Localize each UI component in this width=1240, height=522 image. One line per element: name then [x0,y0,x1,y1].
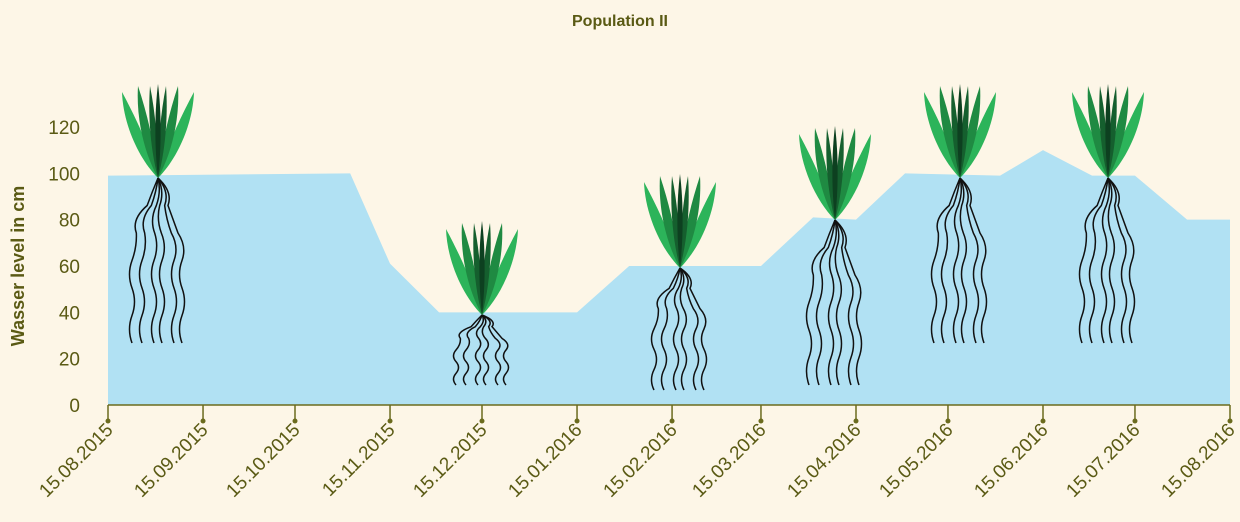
x-tick-label: 15.01.2016 [504,420,586,502]
y-tick-label: 60 [59,257,80,278]
x-tick-label: 15.08.2016 [1157,420,1239,502]
x-tick-label: 15.08.2015 [35,420,117,502]
y-tick-label: 100 [48,164,80,185]
x-tick-dot [1132,419,1137,424]
y-tick-label: 0 [69,396,80,417]
leaves [446,221,518,315]
x-tick-label: 15.11.2015 [318,420,399,501]
x-tick-label: 15.10.2015 [222,420,304,502]
x-tick-label: 15.06.2016 [970,420,1052,502]
y-tick-label: 40 [59,303,80,324]
x-tick-dot [201,419,206,424]
chart-title: Population II [572,13,668,30]
x-tick-dot [388,419,393,424]
x-tick-label: 15.05.2016 [875,420,957,502]
y-tick-label: 20 [59,350,80,371]
x-tick-label: 15.04.2016 [783,420,865,502]
y-tick-label: 120 [48,118,80,139]
x-tick-label: 15.02.2016 [600,420,682,502]
leaves [924,84,996,178]
x-tick-label: 15.09.2015 [130,420,212,502]
y-tick-label: 80 [59,211,80,232]
leaves [644,174,716,268]
x-tick-dot [575,419,580,424]
x-tick-dot [854,419,859,424]
x-tick-label: 15.03.2016 [688,420,770,502]
x-tick-label: 15.07.2016 [1062,420,1144,502]
x-tick-dot [1041,419,1046,424]
x-tick-dot [293,419,298,424]
chart: Population II Wasser level in cm 0 20 40 60… [0,0,1240,522]
leaves [122,84,194,178]
x-tick-dot [945,419,950,424]
x-tick-dot [480,419,485,424]
x-tick-dot [670,419,675,424]
x-tick-dot [1228,419,1233,424]
x-tick-dot [106,419,111,424]
y-axis-label: Wasser level in cm [8,186,28,346]
x-tick-dot [758,419,763,424]
leaves [799,126,871,220]
area [108,150,1230,405]
leaves [1072,84,1144,178]
x-tick-label: 15.12.2015 [409,420,491,502]
